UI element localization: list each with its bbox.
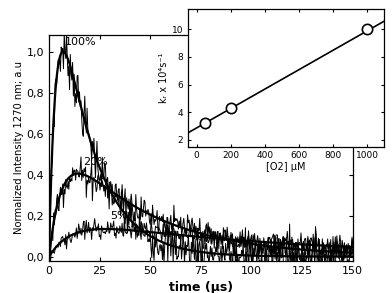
Y-axis label: Normalized Intensity 1270 nm; a.u: Normalized Intensity 1270 nm; a.u bbox=[14, 62, 24, 234]
Point bbox=[364, 27, 370, 32]
X-axis label: [O2] μM: [O2] μM bbox=[267, 162, 306, 172]
Point bbox=[202, 121, 208, 125]
Text: 5%: 5% bbox=[110, 211, 127, 221]
X-axis label: time (μs): time (μs) bbox=[169, 281, 233, 293]
Point bbox=[228, 105, 234, 110]
Text: 100%: 100% bbox=[65, 38, 97, 47]
Y-axis label: kᵣ x 10⁴s⁻¹: kᵣ x 10⁴s⁻¹ bbox=[159, 52, 169, 103]
Text: 20%: 20% bbox=[83, 157, 108, 168]
